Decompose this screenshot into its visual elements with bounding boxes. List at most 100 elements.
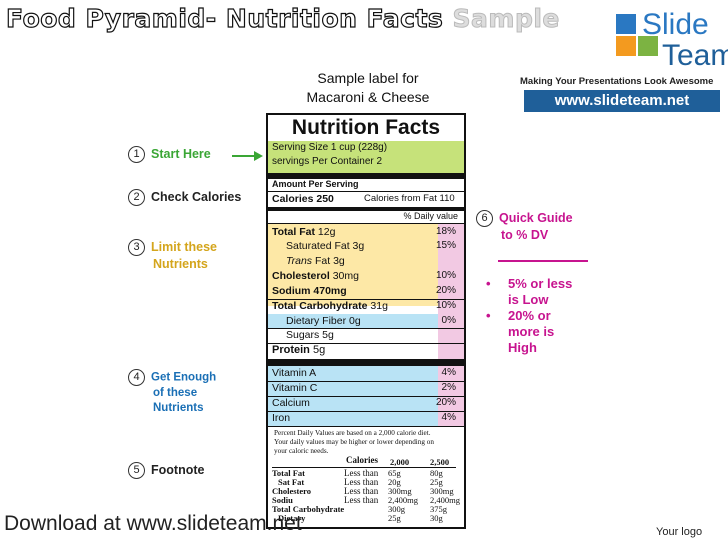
footnote-header-2500: 2,500 xyxy=(430,457,450,467)
thick-divider-2 xyxy=(268,207,464,211)
calcium-row: Calcium 20% xyxy=(272,397,456,409)
step-3-line-2: Nutrients xyxy=(153,257,208,272)
divider xyxy=(268,299,464,300)
pct-cholesterol: 10% xyxy=(435,270,456,281)
nutrient-sugars: Sugars 5g xyxy=(286,329,334,341)
logo-square-blue xyxy=(616,14,636,34)
logo-tagline: Making Your Presentations Look Awesome xyxy=(520,76,714,87)
logo-word-team: Team xyxy=(662,39,728,72)
logo-square-orange xyxy=(616,36,636,56)
pct-saturated-fat: 15% xyxy=(435,240,456,251)
thick-divider-3 xyxy=(268,359,464,366)
fn-row-2-v1: 20g xyxy=(388,477,401,487)
slide-title: Food Pyramid- Nutrition Facts Sample xyxy=(5,3,560,34)
quick-guide-bullet-1: • 5% or less is Low xyxy=(486,276,573,307)
step-number-3: 3 xyxy=(128,239,145,257)
calories-from-fat: Calories from Fat 110 xyxy=(364,193,455,204)
step-6: 6 Quick Guide to % DV xyxy=(476,210,573,243)
step-5-text: Footnote xyxy=(151,462,205,477)
logo-square-green xyxy=(638,36,658,56)
pct-iron: 4% xyxy=(441,412,456,423)
footnote-header-2000: 2,000 xyxy=(390,457,410,467)
logo-word-slide: Slide xyxy=(642,8,709,41)
pct-column-band xyxy=(438,224,464,426)
your-logo-placeholder: Your logo xyxy=(656,526,703,538)
label-heading: Nutrition Facts xyxy=(291,116,441,139)
footnote-line-2: Your daily values may be higher or lower… xyxy=(274,438,434,446)
fn-row-2-v2: 25g xyxy=(430,477,443,487)
nutrient-sodium: Sodium 470mg 20% xyxy=(272,285,456,297)
step-number-6: 6 xyxy=(476,210,493,228)
quick-guide-bullet-2: • 20% or more is High xyxy=(486,308,555,355)
serving-band xyxy=(268,141,464,173)
vitamin-c-row: Vitamin C 2% xyxy=(272,382,456,394)
step-4-line-2: of these xyxy=(153,387,198,399)
iron-row: Iron 4% xyxy=(272,412,456,424)
quick-guide-divider xyxy=(498,260,588,262)
divider xyxy=(272,467,456,468)
step-number-2: 2 xyxy=(128,189,145,206)
fn-row-4-name: Sodiu xyxy=(272,495,293,505)
fn-row-6-v2: 30g xyxy=(430,513,443,523)
fiber-band xyxy=(268,314,438,328)
footnote-line-1: Percent Daily Values are based on a 2,00… xyxy=(274,429,431,437)
fn-row-1-name: Total Fat xyxy=(272,468,305,478)
nutrient-dietary-fiber: Dietary Fiber 0g 0% xyxy=(286,315,456,327)
daily-value-header: % Daily value xyxy=(403,211,458,221)
footnote-line-3: your caloric needs. xyxy=(274,447,329,455)
pct-vitamin-a: 4% xyxy=(441,367,456,378)
fn-row-4-qual: Less than xyxy=(344,495,379,505)
logo-url[interactable]: www.slideteam.net xyxy=(524,90,720,112)
fn-row-1-qual: Less than xyxy=(344,468,379,478)
vitamin-a-row: Vitamin A 4% xyxy=(272,367,456,379)
title-part-1: Food Pyramid- xyxy=(5,3,217,33)
pct-total-carbohydrate: 10% xyxy=(435,300,456,311)
fn-row-4-v2: 2,400mg xyxy=(430,495,460,505)
divider xyxy=(268,396,464,397)
fn-row-5-v2: 375g xyxy=(430,504,447,514)
step-4: 4 Get Enough of these Nutrients xyxy=(128,369,216,416)
fn-row-3-qual: Less than xyxy=(344,486,379,496)
divider xyxy=(268,381,464,382)
calories-row: Calories 250 Calories from Fat 110 xyxy=(272,193,460,205)
nutrient-saturated-fat: Saturated Fat 3g 15% xyxy=(286,240,456,252)
fn-row-2-name: Sat Fat xyxy=(278,477,305,487)
nutrient-trans-fat: Trans Fat 3g xyxy=(286,255,345,267)
nutrition-facts-label: Nutrition Facts Serving Size 1 cup (228g… xyxy=(266,113,466,529)
step-6-line-2: to % DV xyxy=(501,228,549,243)
fn-row-1-v2: 80g xyxy=(430,468,443,478)
title-part-3: Sample xyxy=(452,4,560,34)
sample-label-caption: Sample label for Macaroni & Cheese xyxy=(268,69,468,107)
step-1-text: Start Here xyxy=(151,146,211,161)
step-2-text: Check Calories xyxy=(151,189,242,204)
step-3-line-1: Limit these xyxy=(151,240,217,254)
pct-sodium: 20% xyxy=(435,285,456,296)
step-1: 1 Start Here xyxy=(128,146,211,163)
title-part-2: Nutrition Facts xyxy=(225,3,444,33)
step-number-5: 5 xyxy=(128,462,145,479)
footnote-header-calories: Calories xyxy=(346,455,378,465)
amount-per-serving: Amount Per Serving xyxy=(272,179,359,189)
fn-row-3-v2: 300mg xyxy=(430,486,454,496)
nutrient-total-fat: Total Fat 12g 18% xyxy=(272,226,456,238)
step-6-line-1: Quick Guide xyxy=(499,211,573,225)
fn-row-3-name: Cholestero xyxy=(272,486,312,496)
divider xyxy=(268,343,464,344)
slideteam-logo: Slide Team Making Your Presentations Loo… xyxy=(520,6,728,114)
serving-size: Serving Size 1 cup (228g) xyxy=(272,142,388,153)
quick-guide-bullets: • 5% or less is Low • 20% or more is High xyxy=(486,276,572,356)
divider xyxy=(268,191,464,192)
fn-row-5-v1: 300g xyxy=(388,504,405,514)
calories-text: Calories 250 xyxy=(272,193,334,205)
arrow-right-icon xyxy=(232,151,263,161)
download-text[interactable]: Download at www.slideteam.net xyxy=(4,512,302,535)
fn-row-2-qual: Less than xyxy=(344,477,379,487)
nutrient-total-carbohydrate: Total Carbohydrate 31g 10% xyxy=(272,300,456,312)
fn-row-6-name: Dietary xyxy=(278,513,306,523)
step-4-line-1: Get Enough xyxy=(151,371,217,384)
step-number-4: 4 xyxy=(128,369,145,386)
pct-vitamin-c: 2% xyxy=(441,382,456,393)
step-3: 3 Limit these Nutrients xyxy=(128,239,217,272)
pct-calcium: 20% xyxy=(435,397,456,408)
sample-label-line-2: Macaroni & Cheese xyxy=(306,89,430,105)
